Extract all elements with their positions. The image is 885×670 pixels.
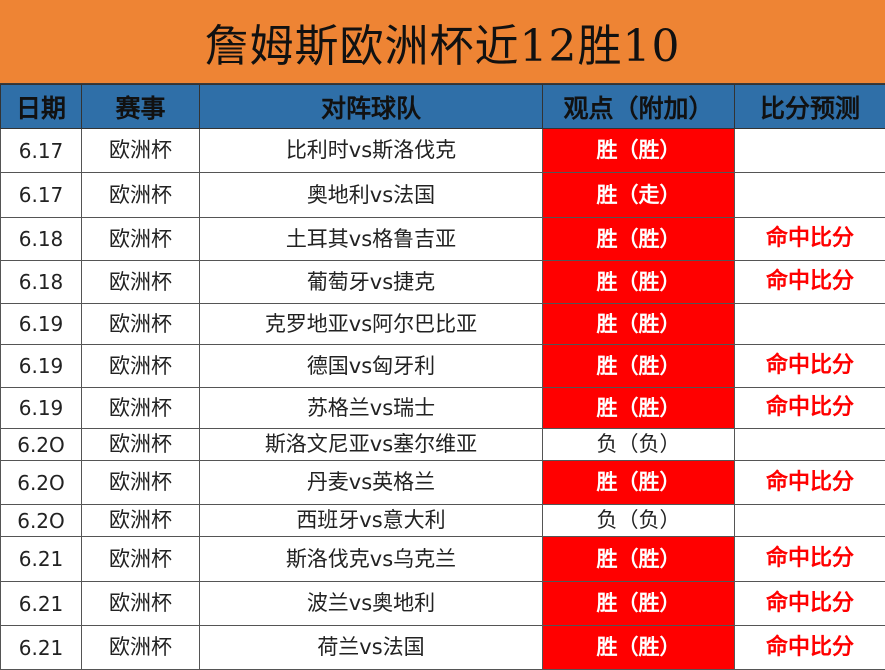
row-view: 胜（走）	[543, 173, 735, 218]
row-score: 命中比分	[735, 582, 885, 626]
row-match: 斯洛伐克vs乌克兰	[200, 537, 543, 582]
row-date: 6.18	[1, 261, 82, 304]
row-match: 葡萄牙vs捷克	[200, 261, 543, 304]
row-date: 6.17	[1, 129, 82, 173]
header-view: 观点（附加）	[543, 85, 735, 129]
row-match: 丹麦vs英格兰	[200, 461, 543, 505]
row-date: 6.2O	[1, 461, 82, 505]
row-date: 6.19	[1, 345, 82, 388]
header-row: 日期 赛事 对阵球队 观点（附加） 比分预测	[1, 85, 885, 129]
row-score: 命中比分	[735, 388, 885, 429]
row-match: 克罗地亚vs阿尔巴比亚	[200, 304, 543, 345]
row-score	[735, 173, 885, 218]
row-league: 欧洲杯	[82, 304, 200, 345]
row-date: 6.18	[1, 218, 82, 261]
row-date: 6.21	[1, 582, 82, 626]
row-score: 命中比分	[735, 537, 885, 582]
row-match: 斯洛文尼亚vs塞尔维亚	[200, 429, 543, 461]
row-league: 欧洲杯	[82, 537, 200, 582]
row-score	[735, 129, 885, 173]
row-league: 欧洲杯	[82, 218, 200, 261]
row-date: 6.19	[1, 304, 82, 345]
row-view: 胜（胜）	[543, 345, 735, 388]
row-league: 欧洲杯	[82, 388, 200, 429]
row-view: 胜（胜）	[543, 218, 735, 261]
row-view: 胜（胜）	[543, 537, 735, 582]
row-view: 胜（胜）	[543, 261, 735, 304]
row-score: 命中比分	[735, 345, 885, 388]
row-view: 胜（胜）	[543, 304, 735, 345]
row-match: 比利时vs斯洛伐克	[200, 129, 543, 173]
row-score: 命中比分	[735, 461, 885, 505]
row-date: 6.2O	[1, 429, 82, 461]
row-score: 命中比分	[735, 218, 885, 261]
row-league: 欧洲杯	[82, 429, 200, 461]
header-date: 日期	[1, 85, 82, 129]
row-match: 土耳其vs格鲁吉亚	[200, 218, 543, 261]
row-match: 德国vs匈牙利	[200, 345, 543, 388]
row-score	[735, 429, 885, 461]
row-score: 命中比分	[735, 626, 885, 670]
row-date: 6.2O	[1, 505, 82, 537]
row-match: 西班牙vs意大利	[200, 505, 543, 537]
row-date: 6.17	[1, 173, 82, 218]
header-league: 赛事	[82, 85, 200, 129]
row-view: 负（负）	[543, 505, 735, 537]
row-league: 欧洲杯	[82, 261, 200, 304]
row-view: 胜（胜）	[543, 129, 735, 173]
row-match: 波兰vs奥地利	[200, 582, 543, 626]
row-date: 6.21	[1, 537, 82, 582]
header-match: 对阵球队	[200, 85, 543, 129]
row-league: 欧洲杯	[82, 461, 200, 505]
row-match: 苏格兰vs瑞士	[200, 388, 543, 429]
page-title: 詹姆斯欧洲杯近12胜10	[0, 0, 885, 84]
row-league: 欧洲杯	[82, 129, 200, 173]
row-match: 奥地利vs法国	[200, 173, 543, 218]
row-league: 欧洲杯	[82, 626, 200, 670]
row-date: 6.19	[1, 388, 82, 429]
row-match: 荷兰vs法国	[200, 626, 543, 670]
row-league: 欧洲杯	[82, 582, 200, 626]
row-league: 欧洲杯	[82, 505, 200, 537]
row-league: 欧洲杯	[82, 173, 200, 218]
row-score	[735, 505, 885, 537]
row-view: 胜（胜）	[543, 388, 735, 429]
header-score: 比分预测	[735, 85, 885, 129]
row-score: 命中比分	[735, 261, 885, 304]
row-view: 胜（胜）	[543, 582, 735, 626]
row-view: 负（负）	[543, 429, 735, 461]
row-date: 6.21	[1, 626, 82, 670]
row-view: 胜（胜）	[543, 626, 735, 670]
row-score	[735, 304, 885, 345]
row-view: 胜（胜）	[543, 461, 735, 505]
row-league: 欧洲杯	[82, 345, 200, 388]
